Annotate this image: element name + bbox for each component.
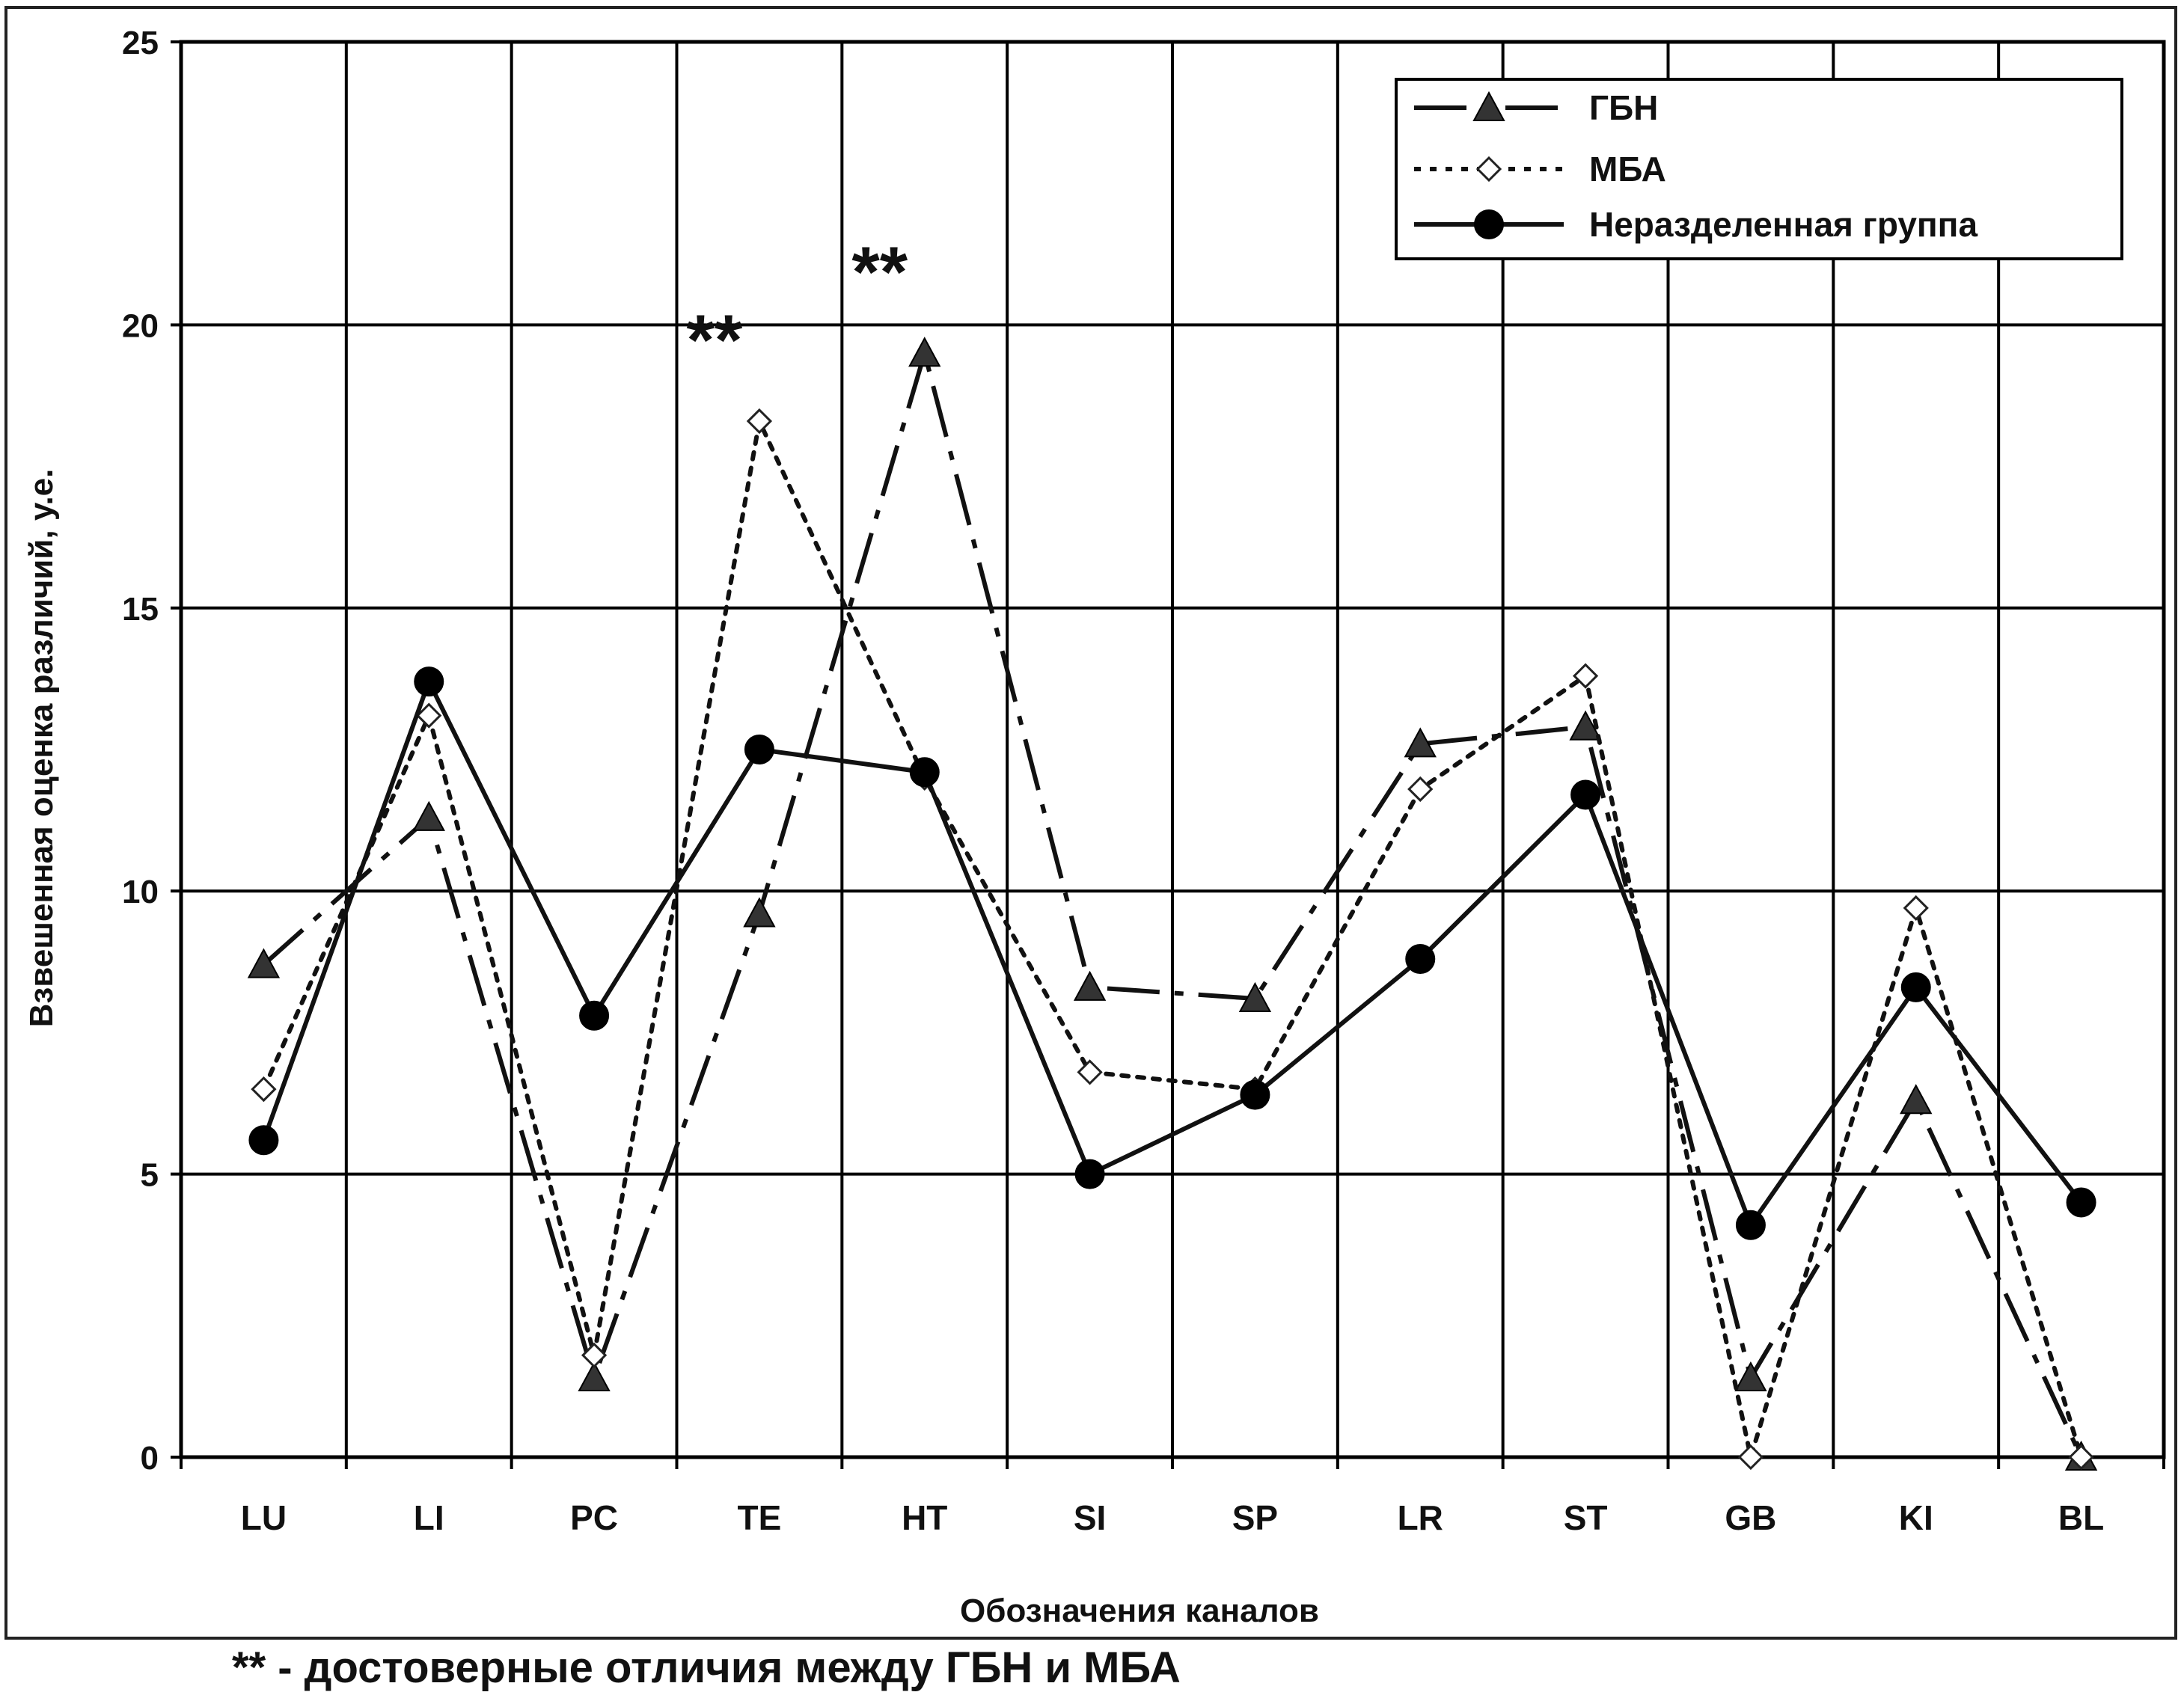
figure-border xyxy=(4,6,2177,1640)
series-2 xyxy=(248,666,2096,1240)
axes: 0 5 10 15 20 25 LU LI PC TE HT SI SP LR ST GB KI BL xyxy=(122,25,2165,1537)
triangle-marker xyxy=(908,337,941,367)
legend-label: МБА xyxy=(1589,150,1666,189)
triangle-marker xyxy=(1472,91,1505,121)
significance-mark: ** xyxy=(851,233,908,313)
triangle-marker xyxy=(1073,970,1107,1001)
x-tick-label: SP xyxy=(1232,1498,1278,1537)
triangle-marker xyxy=(412,800,445,831)
triangle-marker xyxy=(1569,710,1602,741)
triangle-marker xyxy=(578,1361,611,1392)
y-tick-label: 5 xyxy=(141,1157,159,1194)
circle-marker xyxy=(1240,1079,1270,1110)
y-tick-label: 20 xyxy=(122,307,159,344)
triangle-marker xyxy=(1404,727,1437,758)
triangle-marker xyxy=(247,948,281,978)
y-tick-label: 15 xyxy=(122,591,159,628)
circle-marker xyxy=(1735,1210,1766,1240)
series-line-1 xyxy=(261,419,2084,1459)
x-tick-label: GB xyxy=(1725,1498,1776,1537)
diamond-marker xyxy=(1572,663,1599,689)
series-line-0 xyxy=(262,351,2084,1459)
legend: ГБН МБА Неразделенная группа xyxy=(1395,78,2123,260)
x-tick-label: TE xyxy=(738,1498,782,1537)
circle-marker xyxy=(579,1000,610,1031)
circle-marker xyxy=(248,1125,279,1156)
x-axis-title: Обозначения каналов xyxy=(960,1593,1319,1629)
circle-marker xyxy=(1900,972,1931,1002)
x-tick-label: ST xyxy=(1564,1498,1608,1537)
diamond-marker xyxy=(1475,156,1502,183)
triangle-marker xyxy=(743,897,776,928)
x-tick-label: LU xyxy=(241,1498,287,1537)
circle-marker xyxy=(2066,1187,2096,1218)
circle-marker xyxy=(1405,944,1436,975)
x-tick-label: LR xyxy=(1398,1498,1443,1537)
legend-label: ГБН xyxy=(1589,88,1658,127)
y-tick-label: 0 xyxy=(141,1440,159,1477)
diamond-marker xyxy=(746,408,773,435)
diamond-marker xyxy=(2068,1444,2094,1471)
series-line-2 xyxy=(261,679,2083,1227)
diamond-marker xyxy=(581,1342,608,1368)
circle-marker xyxy=(909,757,940,788)
annotations: ** ** xyxy=(687,233,908,381)
y-axis-title: Взвешенная оценка различий, у.е. xyxy=(23,469,60,1028)
diamond-marker xyxy=(1407,776,1434,803)
circle-marker xyxy=(414,666,444,697)
footnote: ** - достоверные отличия между ГБН и МБА xyxy=(232,1643,1181,1692)
x-tick-label: PC xyxy=(570,1498,618,1537)
diamond-marker xyxy=(1737,1444,1764,1471)
x-tick-label: HT xyxy=(902,1498,947,1537)
x-tick-label: KI xyxy=(1899,1498,1933,1537)
y-tick-label: 10 xyxy=(122,874,159,910)
circle-marker xyxy=(1074,1159,1105,1189)
triangle-marker xyxy=(1734,1361,1767,1392)
series xyxy=(247,337,2098,1471)
diamond-marker xyxy=(416,702,442,729)
diamond-marker xyxy=(251,1076,277,1103)
x-tick-label: SI xyxy=(1074,1498,1106,1537)
circle-marker xyxy=(1474,209,1504,239)
y-tick-label: 25 xyxy=(122,25,159,61)
circle-marker xyxy=(1570,779,1601,810)
significance-mark: ** xyxy=(687,300,743,380)
x-tick-label: LI xyxy=(414,1498,444,1537)
legend-label: Неразделенная группа xyxy=(1589,205,1977,244)
diamond-marker xyxy=(1903,895,1929,922)
diamond-marker xyxy=(1077,1059,1103,1085)
triangle-marker xyxy=(1900,1084,1933,1115)
triangle-marker xyxy=(1238,981,1272,1012)
x-tick-label: BL xyxy=(2058,1498,2104,1537)
circle-marker xyxy=(744,735,774,764)
